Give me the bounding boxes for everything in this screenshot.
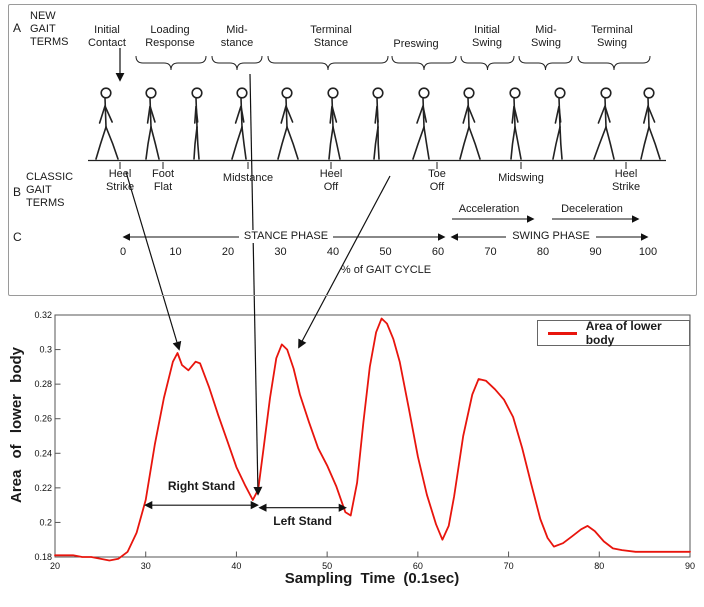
x-tick-label: 90 (685, 561, 695, 571)
cycle-tick-label: 60 (431, 246, 445, 258)
x-tick-label: 20 (50, 561, 60, 571)
plot-box (54, 314, 691, 558)
row-a-label: A (13, 21, 22, 35)
legend: Area of lower body (537, 319, 690, 347)
stick-figure (593, 87, 615, 160)
classic-gait-term-label: Midswing (498, 172, 544, 184)
classic-gait-term-label: Foot Flat (151, 168, 174, 193)
acceleration-label: Acceleration (458, 203, 520, 215)
classic-gait-term-label: Heel Strike (611, 168, 641, 193)
new-gait-term-label: Terminal Swing (591, 24, 633, 49)
x-tick-label: 30 (141, 561, 151, 571)
cycle-tick-label: 50 (379, 246, 392, 258)
legend-line-swatch (548, 331, 577, 335)
x-tick-label: 40 (231, 561, 241, 571)
term-brace (460, 55, 515, 71)
x-tick-label: 60 (413, 561, 423, 571)
y-tick-label: 0.2 (39, 517, 52, 527)
stick-figure (412, 87, 430, 160)
term-brace (577, 55, 651, 71)
stance-phase-label: STANCE PHASE (239, 230, 333, 243)
stick-figure (640, 87, 661, 160)
new-gait-term-label: Loading Response (145, 24, 195, 49)
new-gait-term-label: Initial Swing (472, 24, 502, 49)
cycle-tick-label: 10 (169, 246, 182, 258)
x-tick-label: 80 (594, 561, 604, 571)
classic-gait-term-label: Heel Strike (105, 168, 135, 193)
term-brace (391, 55, 457, 71)
term-brace (211, 55, 263, 71)
cycle-tick-label: 90 (589, 246, 602, 258)
stick-figure (552, 87, 566, 160)
y-tick-label: 0.24 (34, 448, 52, 458)
classic-gait-term-label: Heel Off (319, 168, 343, 193)
new-gait-term-label: Mid-stance (220, 24, 254, 49)
y-tick-label: 0.32 (34, 310, 52, 320)
stick-figure (277, 87, 299, 160)
stick-figure (95, 87, 119, 160)
row-c-label: C (13, 230, 22, 244)
classic-gait-term-label: Toe Off (428, 168, 446, 193)
stick-figure (145, 87, 160, 160)
y-tick-label: 0.18 (34, 552, 52, 562)
new-gait-terms-heading: NEW GAIT TERMS (30, 10, 69, 48)
stick-figure (231, 87, 248, 160)
stick-figure (372, 87, 384, 160)
new-gait-term-label: Initial Contact (88, 24, 126, 49)
connector-arrow (125, 171, 182, 351)
y-tick-label: 0.28 (34, 379, 52, 389)
y-tick-label: 0.3 (39, 345, 52, 355)
gait-cycle-axis-title: % of GAIT CYCLE (340, 264, 432, 276)
cycle-tick-label: 30 (274, 246, 287, 258)
y-axis-label: Area of lower body (8, 346, 25, 504)
cycle-tick-label: 70 (484, 246, 497, 258)
swing-phase-label: SWING PHASE (506, 230, 596, 243)
connector-arrow (298, 175, 391, 349)
new-gait-term-label: Preswing (393, 38, 439, 50)
stick-figure (327, 87, 341, 160)
cycle-tick-label: 20 (221, 246, 235, 258)
deceleration-label: Deceleration (561, 203, 623, 215)
new-gait-term-label: Mid-Swing (531, 24, 561, 49)
annotation-label: Left Stand (273, 513, 332, 528)
term-brace (267, 55, 389, 71)
x-tick-label: 50 (322, 561, 332, 571)
stick-figure (459, 87, 481, 160)
data-line (54, 317, 691, 562)
connector-arrow (249, 73, 263, 496)
x-axis-label: Sampling Time (0.1sec) (284, 570, 460, 587)
cycle-tick-label: 0 (119, 246, 127, 258)
legend-label: Area of lower body (585, 319, 662, 347)
cycle-tick-label: 100 (638, 246, 658, 258)
annotation-label: Right Stand (167, 479, 236, 494)
y-tick-label: 0.22 (34, 483, 52, 493)
new-gait-term-label: Terminal Stance (310, 24, 352, 49)
x-tick-label: 70 (504, 561, 514, 571)
stick-figure (191, 87, 203, 160)
row-b-label: B (13, 185, 22, 199)
cycle-tick-label: 40 (326, 246, 340, 258)
classic-gait-term-label: Midstance (222, 172, 274, 184)
y-tick-label: 0.26 (34, 414, 52, 424)
stick-figure (509, 87, 522, 160)
cycle-tick-label: 80 (536, 246, 550, 258)
term-brace (135, 55, 207, 71)
classic-gait-terms-heading: CLASSIC GAIT TERMS (26, 171, 74, 209)
term-brace (518, 55, 573, 71)
gait-diagram-panel (8, 4, 697, 296)
